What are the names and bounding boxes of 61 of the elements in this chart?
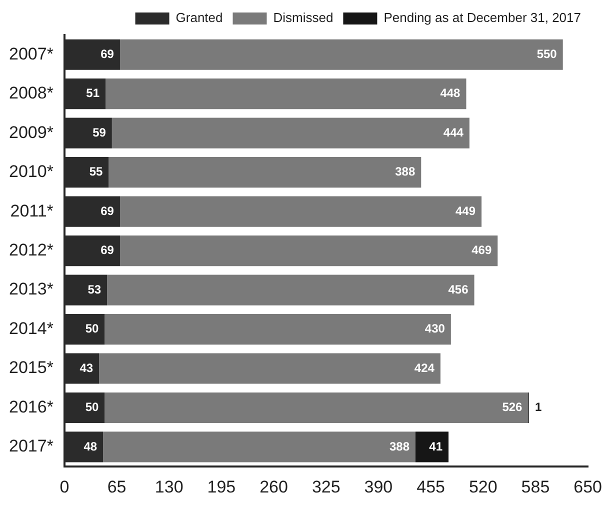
data-label: 48 xyxy=(84,439,98,454)
y-tick-label: 2012* xyxy=(8,240,54,260)
bar xyxy=(107,274,474,306)
x-tick-label: 325 xyxy=(312,477,340,496)
data-label: 444 xyxy=(443,125,464,140)
bar xyxy=(104,314,451,345)
y-tick-label: 2007* xyxy=(8,44,54,64)
data-label: 526 xyxy=(502,400,523,414)
bar xyxy=(106,78,466,110)
y-tick-label: 2008* xyxy=(8,84,54,103)
data-label: 50 xyxy=(85,400,100,414)
data-label: 448 xyxy=(440,86,461,100)
y-tick-label: 2010* xyxy=(8,162,54,182)
x-tick-label: 195 xyxy=(207,477,236,496)
x-tick-label: 585 xyxy=(521,477,550,496)
data-label: 43 xyxy=(80,360,94,375)
y-tick-label: 2017* xyxy=(8,436,54,456)
bar xyxy=(120,236,498,266)
bar xyxy=(99,353,440,384)
data-label: 59 xyxy=(92,125,106,140)
x-tick-label: 0 xyxy=(60,477,70,496)
x-tick-label: 130 xyxy=(154,477,184,496)
bar xyxy=(120,39,563,70)
x-tick-label: 520 xyxy=(468,477,498,496)
x-tick-label: 390 xyxy=(364,477,393,496)
data-label: 424 xyxy=(414,360,435,375)
y-tick-label: 2009* xyxy=(8,122,54,142)
data-label: 50 xyxy=(85,322,100,336)
data-label: 388 xyxy=(395,164,416,179)
data-label: 51 xyxy=(86,86,100,100)
bar xyxy=(120,196,482,227)
bar xyxy=(104,392,528,424)
data-label: 41 xyxy=(429,439,443,454)
bar xyxy=(112,118,470,148)
x-tick-label: 650 xyxy=(574,477,602,496)
data-label: 69 xyxy=(100,204,114,218)
data-label: 430 xyxy=(424,322,446,336)
bar xyxy=(416,432,449,462)
data-label: 1 xyxy=(535,400,542,414)
bar xyxy=(103,432,416,462)
data-label: 456 xyxy=(448,282,469,296)
y-tick-label: 2014* xyxy=(8,318,54,338)
legend-label: Granted xyxy=(176,10,223,26)
y-tick-label: 2016* xyxy=(8,397,54,416)
legend-label: Pending as at December 31, 2017 xyxy=(384,10,582,26)
data-label: 550 xyxy=(536,46,558,61)
data-label: 449 xyxy=(456,204,476,218)
bar xyxy=(108,157,422,188)
legend-label: Dismissed xyxy=(273,10,334,26)
data-label: 69 xyxy=(100,243,114,258)
data-label: 388 xyxy=(389,439,410,454)
y-tick-label: 2013* xyxy=(8,280,54,299)
x-tick-label: 65 xyxy=(107,477,126,496)
data-label: 469 xyxy=(472,243,492,258)
y-tick-label: 2011* xyxy=(10,201,54,220)
data-label: 55 xyxy=(89,164,104,179)
x-tick-label: 260 xyxy=(260,477,288,496)
x-tick-label: 455 xyxy=(416,477,445,496)
data-label: 69 xyxy=(100,46,114,61)
y-tick-label: 2015* xyxy=(8,358,54,378)
data-label: 53 xyxy=(88,282,102,296)
